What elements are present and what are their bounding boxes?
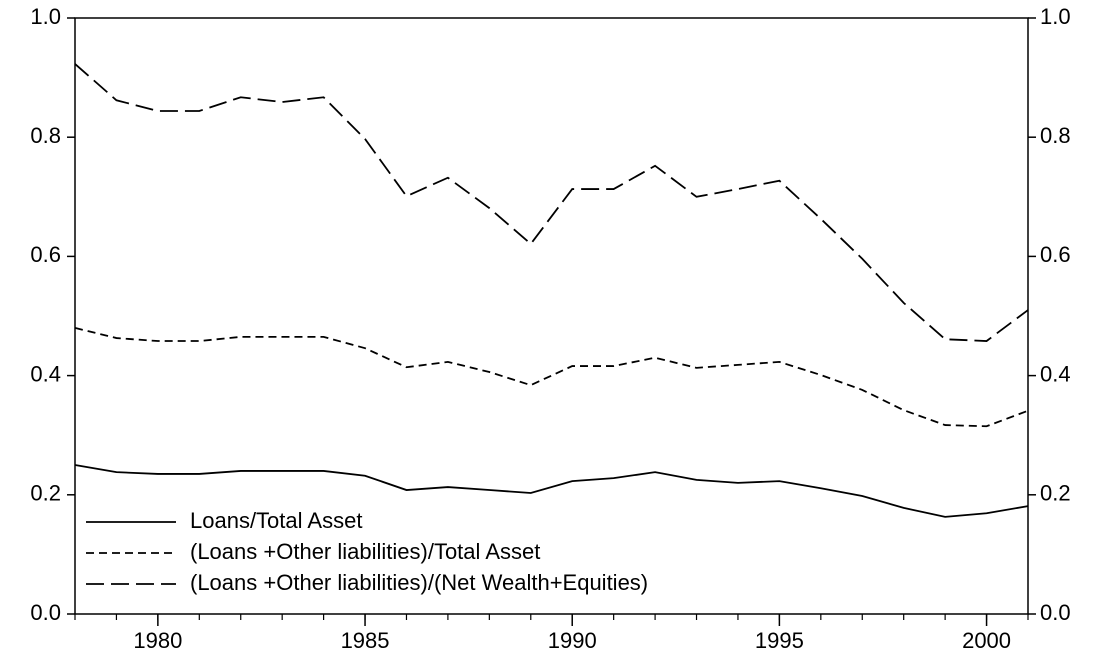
- y2-tick-label: 0.4: [1040, 361, 1071, 386]
- x-tick-label: 1990: [548, 628, 597, 653]
- y-tick-label: 0.8: [30, 123, 61, 148]
- y2-tick-label: 0.0: [1040, 600, 1071, 625]
- y2-tick-label: 1.0: [1040, 4, 1071, 29]
- y-tick-label: 0.6: [30, 242, 61, 267]
- plot-frame: [74, 17, 1029, 615]
- series-line: [74, 63, 1029, 342]
- x-tick-label: 2000: [962, 628, 1011, 653]
- legend-label: Loans/Total Asset: [190, 508, 362, 533]
- x-tick-label: 1985: [341, 628, 390, 653]
- y-tick-label: 0.4: [30, 361, 61, 386]
- y2-tick-label: 0.6: [1040, 242, 1071, 267]
- series-line: [74, 327, 1029, 428]
- y-tick-label: 1.0: [30, 4, 61, 29]
- y-tick-label: 0.0: [30, 600, 61, 625]
- y2-tick-label: 0.2: [1040, 481, 1071, 506]
- series-line: [74, 464, 1029, 518]
- legend-label: (Loans +Other liabilities)/(Net Wealth+E…: [190, 570, 648, 595]
- x-tick-label: 1995: [755, 628, 804, 653]
- legend-label: (Loans +Other liabilities)/Total Asset: [190, 539, 540, 564]
- y-tick-label: 0.2: [30, 481, 61, 506]
- x-tick-label: 1980: [133, 628, 182, 653]
- y2-tick-label: 0.8: [1040, 123, 1071, 148]
